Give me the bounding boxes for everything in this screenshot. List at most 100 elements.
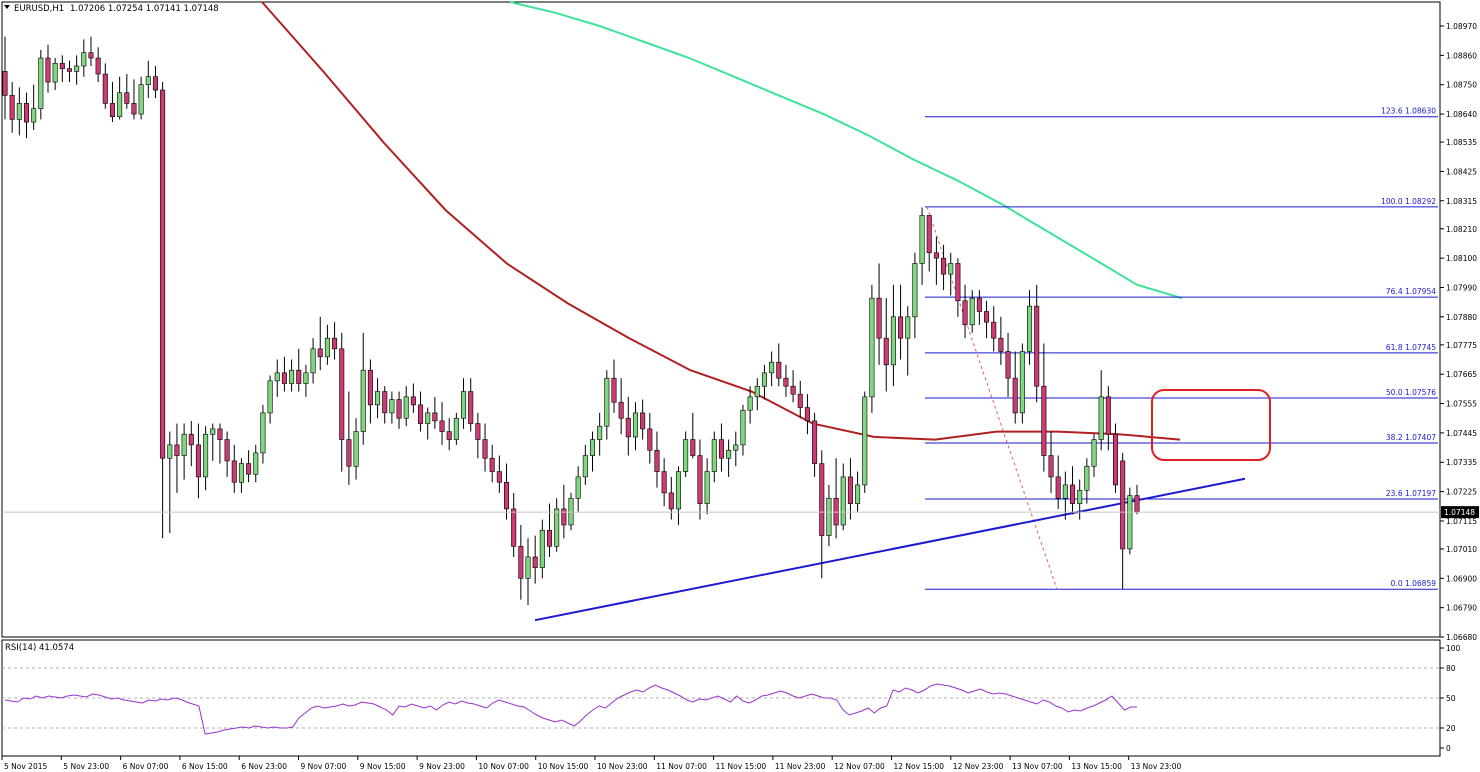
time-tick-label: 12 Nov 23:00 xyxy=(953,762,1004,771)
bearish-candle xyxy=(883,337,889,366)
bullish-candle xyxy=(1084,465,1090,491)
bullish-candle xyxy=(360,369,366,432)
time-axis: 5 Nov 2015 5 Nov 23:00 6 Nov 07:00 6 Nov 15… xyxy=(1,756,1182,771)
time-tick-label: 12 Nov 15:00 xyxy=(894,762,945,771)
bullish-candle xyxy=(52,63,58,83)
bearish-candle xyxy=(797,393,803,408)
bullish-candle xyxy=(890,316,896,366)
bullish-candle xyxy=(1019,351,1025,414)
bearish-candle xyxy=(332,337,338,350)
time-tick-label: 10 Nov 15:00 xyxy=(538,762,589,771)
fib-level-label: 123.6 1.08630 xyxy=(1381,107,1436,116)
bullish-candle xyxy=(969,297,975,326)
bullish-candle xyxy=(274,372,280,382)
bullish-candle xyxy=(554,508,560,547)
bearish-candle xyxy=(339,348,345,440)
bullish-candle xyxy=(1077,489,1083,504)
price-tick-label: 1.07115 xyxy=(1446,517,1477,526)
time-tick-label: 13 Nov 23:00 xyxy=(1131,762,1182,771)
bullish-candle xyxy=(181,433,187,456)
price-tick-label: 1.06680 xyxy=(1446,633,1477,642)
bearish-candle xyxy=(654,449,660,472)
bearish-candle xyxy=(518,545,524,579)
bullish-candle xyxy=(683,439,689,472)
bearish-candle xyxy=(367,369,373,406)
bullish-candle xyxy=(145,76,151,86)
price-tick-label: 1.07880 xyxy=(1446,313,1477,322)
current-price-badge xyxy=(1441,506,1479,519)
price-tick-label: 1.08970 xyxy=(1446,22,1477,31)
bearish-candle xyxy=(819,463,825,536)
bullish-candle xyxy=(31,108,37,123)
bullish-candle xyxy=(740,409,746,446)
fibonacci-retracement[interactable]: 123.6 1.08630 100.0 1.08292 76.4 1.07954 61… xyxy=(925,107,1438,590)
time-tick-label: 5 Nov 23:00 xyxy=(63,762,109,771)
bullish-candle xyxy=(210,428,216,435)
bullish-candle xyxy=(303,372,309,384)
time-tick-label: 5 Nov 2015 xyxy=(4,762,47,771)
bearish-candle xyxy=(546,529,553,547)
bearish-candle xyxy=(876,297,882,339)
bearish-candle xyxy=(1055,476,1061,499)
moving-averages xyxy=(261,1,1183,441)
rsi-tick-label: 80 xyxy=(1446,664,1456,673)
bullish-candle xyxy=(733,444,739,451)
bullish-candle xyxy=(403,396,409,419)
bearish-candle xyxy=(532,556,538,568)
moving-average-slow xyxy=(261,1,1181,441)
bearish-candle xyxy=(1012,377,1018,414)
bullish-candle xyxy=(704,471,710,504)
price-tick-label: 1.07335 xyxy=(1446,458,1477,467)
symbol-label: EURUSD,H1 xyxy=(14,4,64,14)
bearish-candle xyxy=(790,385,796,395)
bearish-candle xyxy=(941,257,947,275)
bearish-candle xyxy=(23,103,30,123)
fib-level-label: 61.8 1.07745 xyxy=(1386,343,1436,352)
time-tick-label: 12 Nov 07:00 xyxy=(834,762,885,771)
bearish-candle xyxy=(847,476,853,504)
rsi-panel: 100 80 50 20 0 xyxy=(2,644,1461,753)
bullish-candle xyxy=(1091,439,1097,467)
bearish-candle xyxy=(475,423,481,440)
rsi-tick-label: 0 xyxy=(1446,744,1451,753)
price-tick-label: 1.08100 xyxy=(1446,254,1477,263)
bearish-candle xyxy=(1069,484,1076,504)
bearish-candle xyxy=(640,412,646,430)
time-tick-label: 6 Nov 07:00 xyxy=(123,762,169,771)
bearish-candle xyxy=(410,396,416,406)
bullish-candle xyxy=(117,92,123,118)
bearish-candle xyxy=(439,420,445,432)
bullish-candle xyxy=(711,439,717,472)
bullish-candle xyxy=(375,391,381,406)
bullish-candle xyxy=(575,476,581,499)
bullish-candle xyxy=(826,497,832,536)
bearish-candle xyxy=(9,95,15,120)
bearish-candle xyxy=(976,297,982,312)
bearish-candle xyxy=(246,463,252,475)
bullish-candle xyxy=(1127,495,1133,550)
bearish-candle xyxy=(188,433,194,446)
main-chart-frame xyxy=(1,1,1441,757)
bearish-candle xyxy=(489,457,495,472)
bullish-candle xyxy=(568,497,574,526)
bullish-candle xyxy=(539,529,545,568)
bullish-candle xyxy=(38,57,44,110)
bearish-candle xyxy=(611,377,617,403)
time-tick-label: 6 Nov 23:00 xyxy=(241,762,287,771)
support-trendline[interactable] xyxy=(534,477,1246,622)
trendline-layer[interactable] xyxy=(534,477,1246,622)
bullish-candle xyxy=(353,431,359,467)
bearish-candle xyxy=(95,57,101,75)
bullish-candle xyxy=(747,396,753,411)
bullish-candle xyxy=(754,385,760,398)
bullish-candle xyxy=(138,84,144,115)
bearish-candle xyxy=(1041,385,1047,456)
bearish-candle xyxy=(152,76,158,91)
highlight-box-layer[interactable] xyxy=(1151,389,1271,461)
bearish-candle xyxy=(281,372,287,384)
highlight-box[interactable] xyxy=(1151,389,1271,461)
bearish-candle xyxy=(776,361,782,379)
triangle-down-icon[interactable] xyxy=(4,5,10,9)
price-tick-label: 1.06900 xyxy=(1446,574,1477,583)
